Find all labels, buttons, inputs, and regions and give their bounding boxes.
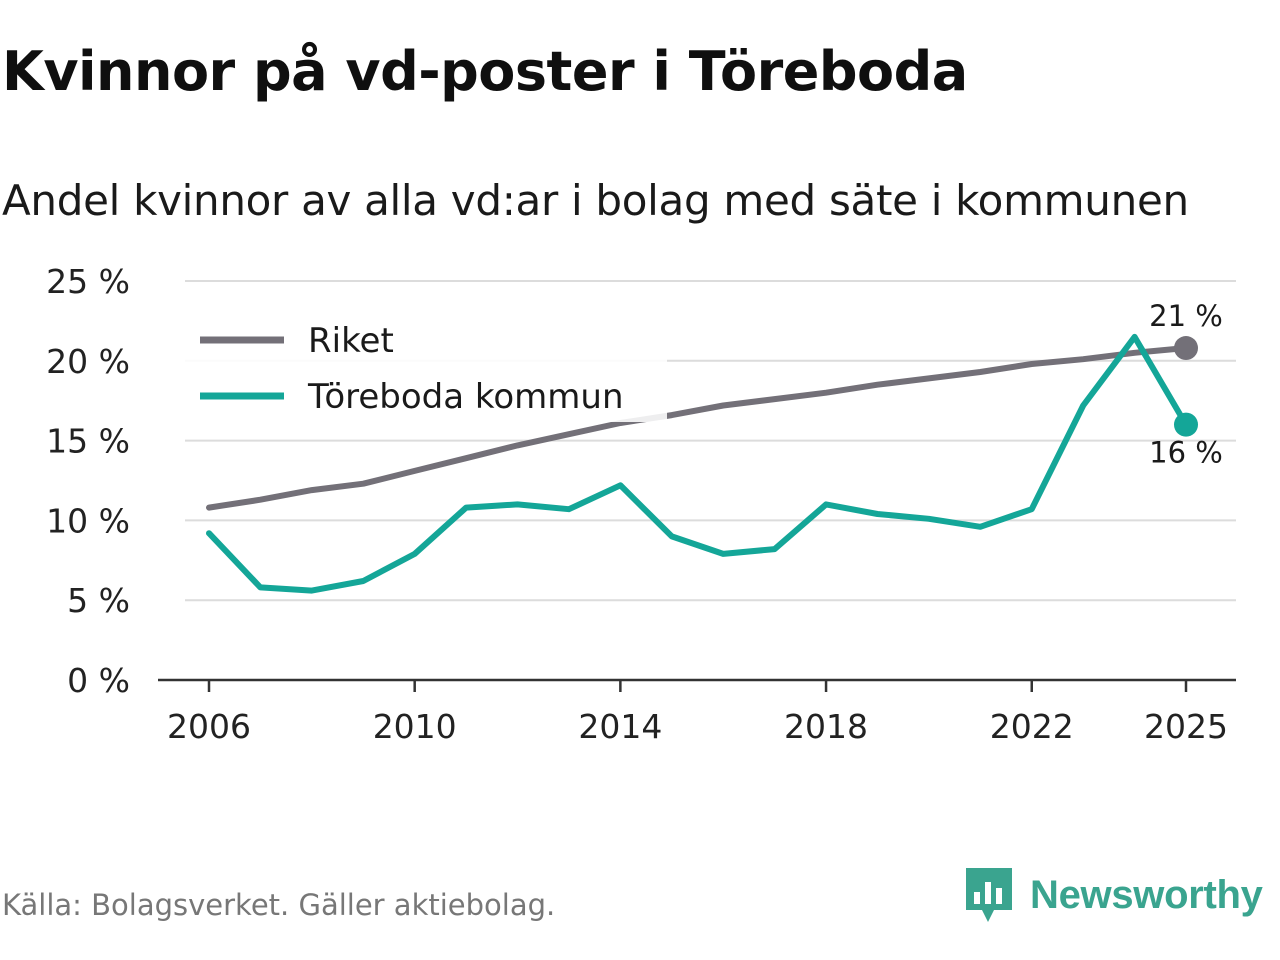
x-tick-label: 2014 bbox=[578, 707, 662, 746]
x-axis-ticks: 2006 2010 2014 2018 2022 2025 bbox=[167, 680, 1228, 746]
data-point-riket bbox=[1029, 361, 1035, 367]
series-line-toreboda bbox=[206, 333, 1189, 594]
data-point-riket bbox=[1132, 350, 1138, 356]
newsworthy-logo: Newsworthy bbox=[964, 866, 1263, 924]
legend-label-toreboda: Töreboda kommun bbox=[307, 377, 624, 417]
data-point-toreboda bbox=[720, 551, 726, 557]
chart-title: Kvinnor på vd-poster i Töreboda bbox=[2, 40, 968, 103]
data-point-toreboda bbox=[617, 482, 623, 488]
data-point-riket bbox=[412, 468, 418, 474]
newsworthy-brand-name: Newsworthy bbox=[1030, 872, 1263, 917]
end-label-toreboda: 16 % bbox=[1149, 436, 1223, 470]
data-point-toreboda bbox=[515, 501, 521, 507]
y-tick-label: 10 % bbox=[46, 501, 130, 540]
data-point-toreboda bbox=[772, 546, 778, 552]
data-point-toreboda bbox=[823, 501, 829, 507]
chart-subtitle: Andel kvinnor av alla vd:ar i bolag med … bbox=[2, 176, 1189, 225]
data-point-toreboda bbox=[206, 530, 212, 536]
data-point-toreboda bbox=[566, 506, 572, 512]
legend-label-riket: Riket bbox=[308, 321, 394, 361]
y-tick-label: 15 % bbox=[46, 422, 130, 461]
end-marker-riket bbox=[1174, 336, 1198, 361]
newsworthy-logo-icon bbox=[966, 868, 1012, 922]
data-point-riket bbox=[874, 382, 880, 388]
series-layer bbox=[206, 333, 1189, 594]
data-point-toreboda bbox=[926, 516, 932, 522]
data-point-riket bbox=[926, 375, 932, 381]
end-markers: 21 % 16 % bbox=[1149, 299, 1223, 470]
x-tick-label: 2018 bbox=[784, 707, 868, 746]
x-tick-label: 2025 bbox=[1144, 707, 1228, 746]
data-point-toreboda bbox=[669, 533, 675, 539]
data-point-riket bbox=[515, 442, 521, 448]
data-point-toreboda bbox=[1029, 506, 1035, 512]
data-point-riket bbox=[360, 481, 366, 487]
series-line-riket bbox=[206, 345, 1189, 511]
data-point-toreboda bbox=[360, 578, 366, 584]
data-point-toreboda bbox=[1080, 402, 1086, 408]
data-point-riket bbox=[206, 505, 212, 511]
legend: Riket Töreboda kommun bbox=[200, 321, 624, 417]
data-point-riket bbox=[309, 487, 315, 493]
end-marker-toreboda bbox=[1174, 412, 1198, 437]
data-point-toreboda bbox=[1132, 334, 1138, 340]
data-point-riket bbox=[566, 431, 572, 437]
y-axis-ticks: 0 % 5 % 10 % 15 % 20 % 25 % bbox=[46, 262, 130, 700]
legend-background bbox=[185, 310, 667, 422]
end-label-riket: 21 % bbox=[1149, 299, 1223, 333]
data-point-riket bbox=[720, 402, 726, 408]
data-point-toreboda bbox=[309, 588, 315, 594]
y-tick-label: 0 % bbox=[67, 661, 130, 700]
data-point-toreboda bbox=[463, 505, 469, 511]
x-tick-label: 2006 bbox=[167, 707, 251, 746]
data-point-riket bbox=[772, 396, 778, 402]
y-tick-label: 5 % bbox=[67, 581, 130, 620]
data-point-riket bbox=[463, 455, 469, 461]
data-point-riket bbox=[823, 390, 829, 396]
data-point-riket bbox=[669, 412, 675, 418]
y-tick-label: 25 % bbox=[46, 262, 130, 301]
source-note: Källa: Bolagsverket. Gäller aktiebolag. bbox=[2, 888, 556, 922]
y-tick-label: 20 % bbox=[46, 342, 130, 381]
data-point-riket bbox=[977, 369, 983, 375]
x-tick-label: 2010 bbox=[373, 707, 457, 746]
data-point-riket bbox=[1080, 356, 1086, 362]
data-point-toreboda bbox=[257, 584, 263, 590]
data-point-riket bbox=[257, 497, 263, 503]
data-point-toreboda bbox=[412, 551, 418, 557]
data-point-toreboda bbox=[874, 511, 880, 517]
x-tick-label: 2022 bbox=[990, 707, 1074, 746]
data-point-toreboda bbox=[977, 524, 983, 530]
